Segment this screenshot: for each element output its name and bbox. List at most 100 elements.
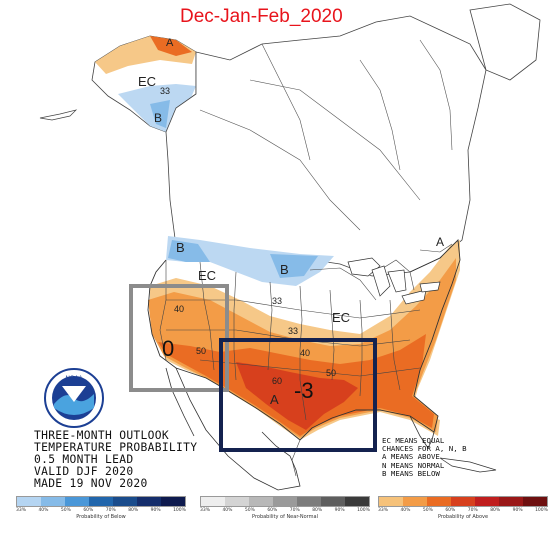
above-60-region	[236, 362, 358, 430]
legend-normal-ticks: 33% 40% 50% 60% 70% 80% 90% 100%	[200, 508, 370, 513]
label-ec-alaska: EC	[138, 74, 156, 89]
info-line: TEMPERATURE PROBABILITY	[34, 441, 198, 454]
legend-tick: 33%	[16, 508, 27, 513]
info-line: 0.5 MONTH LEAD	[34, 453, 134, 466]
info-line: THREE-MONTH OUTLOOK	[34, 429, 169, 442]
legend-below-ticks: 33% 40% 50% 60% 70% 80% 90% 100%	[16, 508, 186, 513]
label-33-alaska: 33	[160, 86, 170, 96]
legend-tick: 70%	[467, 508, 478, 513]
legend-swatch	[499, 497, 523, 506]
legend-tick: 33%	[378, 508, 389, 513]
legend-normal-caption: Probability of Near-Normal	[252, 514, 318, 520]
label-a-south: A	[270, 392, 279, 407]
legend-tick: 50%	[422, 508, 433, 513]
ec-line: B MEANS BELOW	[382, 468, 440, 478]
legend-swatch	[225, 497, 249, 506]
legend-tick: 100%	[173, 508, 186, 513]
legend-swatch	[379, 497, 403, 506]
label-50-south: 50	[326, 368, 336, 378]
canada-region	[165, 15, 487, 277]
florida	[409, 415, 435, 449]
legend-tick: 50%	[60, 508, 71, 513]
legend-below: 33% 40% 50% 60% 70% 80% 90% 100% Probability of…	[16, 496, 186, 522]
legend-swatch	[427, 497, 451, 506]
legend-above-caption: Probability of Above	[437, 514, 489, 520]
legend-swatch	[403, 497, 427, 506]
greenland	[469, 3, 541, 81]
legend-tick: 90%	[334, 508, 345, 513]
legend-tick: 40%	[222, 508, 233, 513]
legend-swatch	[475, 497, 499, 506]
legend-swatch	[273, 497, 297, 506]
legend-tick: 100%	[357, 508, 370, 513]
baja	[165, 367, 195, 437]
legend-swatch	[41, 497, 65, 506]
label-a-ne: A	[436, 235, 444, 249]
west-box-label: 0	[162, 336, 175, 361]
legend-swatch	[89, 497, 113, 506]
label-50-west: 50	[196, 346, 206, 356]
legend-swatch	[161, 497, 185, 506]
legend-swatch	[137, 497, 161, 506]
legend-swatch	[297, 497, 321, 506]
legend-tick: 50%	[244, 508, 255, 513]
outlook-info: THREE-MONTH OUTLOOK TEMPERATURE PROBABILI…	[34, 430, 197, 490]
legend-tick: 70%	[289, 508, 300, 513]
label-ec-west: EC	[198, 268, 216, 283]
legend-swatch	[249, 497, 273, 506]
legend-tick: 80%	[312, 508, 323, 513]
label-b-alaska: B	[154, 111, 162, 125]
south-box-label: -3	[294, 378, 314, 403]
legend-swatch	[17, 497, 41, 506]
legend-tick: 90%	[150, 508, 161, 513]
legend-above-bar	[378, 496, 548, 507]
legend-tick: 70%	[105, 508, 116, 513]
ec-line: A MEANS ABOVE	[382, 452, 440, 462]
legend-swatch	[201, 497, 225, 506]
south-box	[219, 338, 377, 452]
label-a-alaska: A	[166, 37, 174, 49]
legend-tick: 40%	[400, 508, 411, 513]
info-line: MADE 19 NOV 2020	[34, 477, 148, 490]
label-40-south: 40	[300, 348, 310, 358]
legend-swatch	[451, 497, 475, 506]
below-core-north	[168, 240, 210, 262]
mexico-region	[175, 367, 301, 491]
legend-tick: 60%	[445, 508, 456, 513]
legend-swatch	[321, 497, 345, 506]
legend-below-caption: Probability of Below	[76, 514, 126, 520]
legend-normal-bar	[200, 496, 370, 507]
ec-line: CHANCES FOR A, N, B	[382, 444, 467, 454]
legend-tick: 90%	[512, 508, 523, 513]
alaska-region	[39, 35, 197, 133]
noaa-logo-text: NOAA	[65, 376, 82, 382]
label-ec-east: EC	[332, 310, 350, 325]
legend-swatch	[523, 497, 547, 506]
legend-swatch	[345, 497, 369, 506]
legend-swatch	[113, 497, 137, 506]
legend-tick: 60%	[267, 508, 278, 513]
legend-tick: 80%	[490, 508, 501, 513]
legend-above-ticks: 33% 40% 50% 60% 70% 80% 90% 100%	[378, 508, 548, 513]
label-33-north: 33	[272, 296, 282, 306]
label-60-south: 60	[272, 376, 282, 386]
legend-normal: 33% 40% 50% 60% 70% 80% 90% 100% Probability of…	[200, 496, 370, 522]
legend-tick: 33%	[200, 508, 211, 513]
legend-above: 33% 40% 50% 60% 70% 80% 90% 100% Probability of…	[378, 496, 548, 522]
legend-below-bar	[16, 496, 186, 507]
label-b-nw: B	[176, 240, 185, 255]
label-40-west: 40	[174, 304, 184, 314]
legend-tick: 60%	[83, 508, 94, 513]
ec-line: EC MEANS EQUAL	[382, 436, 445, 445]
legend-tick: 40%	[38, 508, 49, 513]
legend-tick: 100%	[535, 508, 548, 513]
noaa-logo: NOAA	[44, 368, 104, 428]
cuba	[439, 457, 497, 473]
legend-tick: 80%	[128, 508, 139, 513]
info-line: VALID DJF 2020	[34, 465, 134, 478]
us-outline	[147, 239, 461, 441]
ec-line: N MEANS NORMAL	[382, 460, 445, 470]
legend-swatch	[65, 497, 89, 506]
